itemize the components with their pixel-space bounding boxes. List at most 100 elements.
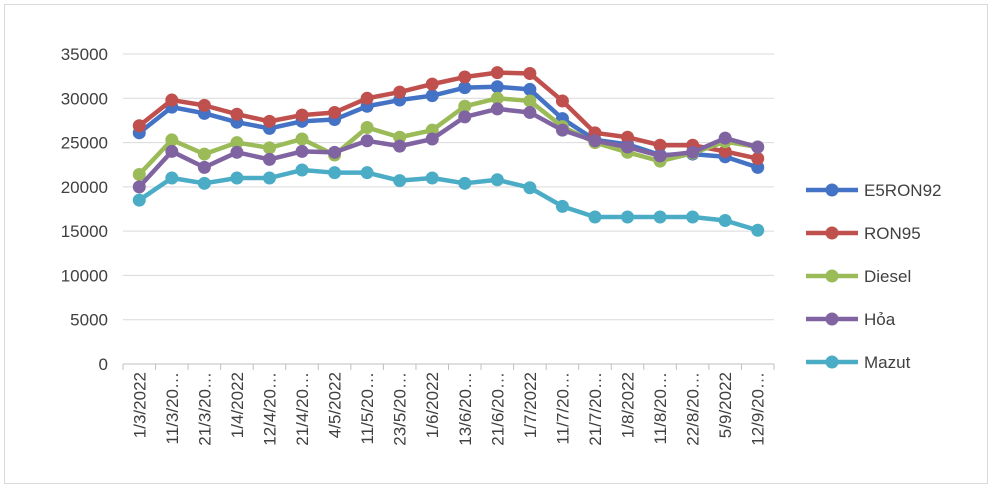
- data-point: [132, 193, 146, 207]
- data-point: [490, 102, 504, 116]
- legend-item: Mazut: [806, 353, 911, 372]
- data-point: [328, 105, 342, 119]
- data-point: [621, 130, 635, 144]
- legend: E5RON92 RON95 Diesel Hỏa Mazut: [806, 181, 941, 372]
- data-point: [653, 149, 667, 163]
- data-point: [262, 114, 276, 128]
- data-point: [360, 134, 374, 148]
- data-point: [718, 144, 732, 158]
- data-point: [295, 144, 309, 158]
- data-point: [262, 171, 276, 185]
- x-tick-label: 21/7/20…: [586, 372, 605, 446]
- data-point: [588, 134, 602, 148]
- data-point: [751, 223, 765, 237]
- data-point: [523, 105, 537, 119]
- data-point: [751, 152, 765, 166]
- chart-frame: [4, 4, 988, 484]
- data-point: [295, 132, 309, 146]
- data-point: [653, 210, 667, 224]
- data-point: [393, 85, 407, 99]
- y-tick-label: 15000: [61, 222, 108, 241]
- data-point: [197, 98, 211, 112]
- legend-swatch-marker: [825, 183, 839, 197]
- x-tick-label: 1/6/2022: [423, 372, 442, 438]
- y-tick-label: 35000: [61, 45, 108, 64]
- x-tick-label: 1/8/2022: [619, 372, 638, 438]
- data-point: [393, 174, 407, 188]
- data-point: [165, 93, 179, 107]
- legend-swatch-marker: [825, 312, 839, 326]
- data-point: [360, 121, 374, 135]
- data-point: [490, 80, 504, 94]
- x-tick-label: 12/9/20…: [749, 372, 768, 446]
- y-tick-label: 10000: [61, 266, 108, 285]
- data-point: [425, 171, 439, 185]
- data-point: [555, 199, 569, 213]
- y-tick-label: 0: [99, 355, 108, 374]
- series-hỏa: [132, 102, 765, 194]
- data-point: [197, 147, 211, 161]
- legend-label: RON95: [864, 224, 921, 243]
- x-tick-label: 11/7/20…: [553, 372, 572, 444]
- series-mazut: [132, 163, 765, 237]
- data-point: [751, 140, 765, 154]
- legend-item: Diesel: [806, 267, 911, 286]
- series-lines: [132, 66, 765, 237]
- data-point: [458, 81, 472, 95]
- x-tick-label: 11/3/20…: [163, 372, 182, 444]
- data-point: [328, 166, 342, 180]
- legend-item: Hỏa: [806, 310, 896, 329]
- x-tick-label: 4/5/2022: [326, 372, 345, 438]
- data-point: [230, 107, 244, 121]
- x-tick-label: 23/5/20…: [391, 372, 410, 446]
- data-point: [165, 171, 179, 185]
- data-point: [555, 123, 569, 137]
- data-point: [165, 144, 179, 158]
- series-diesel: [132, 91, 765, 181]
- data-point: [425, 89, 439, 103]
- data-point: [621, 140, 635, 154]
- legend-label: E5RON92: [864, 181, 941, 200]
- data-point: [523, 94, 537, 108]
- data-point: [686, 145, 700, 159]
- data-point: [523, 181, 537, 195]
- y-tick-label: 25000: [61, 134, 108, 153]
- data-point: [360, 166, 374, 180]
- data-point: [197, 176, 211, 190]
- data-point: [132, 167, 146, 181]
- x-tick-label: 21/3/20…: [195, 372, 214, 446]
- data-point: [555, 94, 569, 108]
- data-point: [295, 163, 309, 177]
- data-point: [165, 133, 179, 147]
- data-point: [490, 173, 504, 187]
- x-tick-label: 1/3/2022: [130, 372, 149, 438]
- data-point: [588, 210, 602, 224]
- x-tick-label: 22/8/20…: [684, 372, 703, 446]
- data-point: [718, 131, 732, 145]
- data-point: [458, 110, 472, 124]
- x-tick-label: 1/4/2022: [228, 372, 247, 438]
- x-tick-label: 21/6/20…: [488, 372, 507, 446]
- data-point: [425, 132, 439, 146]
- x-tick-label: 12/4/20…: [260, 372, 279, 446]
- legend-item: RON95: [806, 224, 921, 243]
- y-tick-label: 30000: [61, 89, 108, 108]
- y-tick-label: 20000: [61, 178, 108, 197]
- legend-label: Mazut: [864, 353, 911, 372]
- legend-item: E5RON92: [806, 181, 941, 200]
- data-point: [230, 145, 244, 159]
- data-point: [653, 138, 667, 152]
- legend-label: Hỏa: [864, 310, 896, 329]
- data-point: [230, 171, 244, 185]
- data-point: [197, 160, 211, 174]
- data-point: [523, 82, 537, 96]
- data-point: [686, 210, 700, 224]
- axes: 0 5000 10000 15000 20000 25000 30000 35000 1/3/2…: [61, 45, 775, 446]
- y-tick-label: 5000: [70, 311, 108, 330]
- legend-swatch-marker: [825, 226, 839, 240]
- x-tick-label: 11/5/20…: [358, 372, 377, 444]
- data-point: [621, 210, 635, 224]
- data-point: [718, 214, 732, 228]
- data-point: [393, 139, 407, 153]
